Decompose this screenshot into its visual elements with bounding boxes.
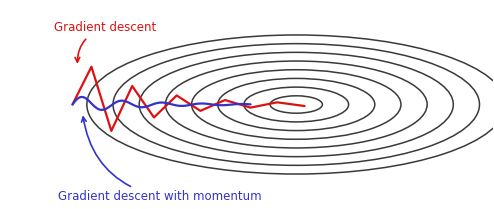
Text: Gradient descent: Gradient descent: [54, 22, 157, 62]
Text: Gradient descent with momentum: Gradient descent with momentum: [58, 117, 262, 203]
